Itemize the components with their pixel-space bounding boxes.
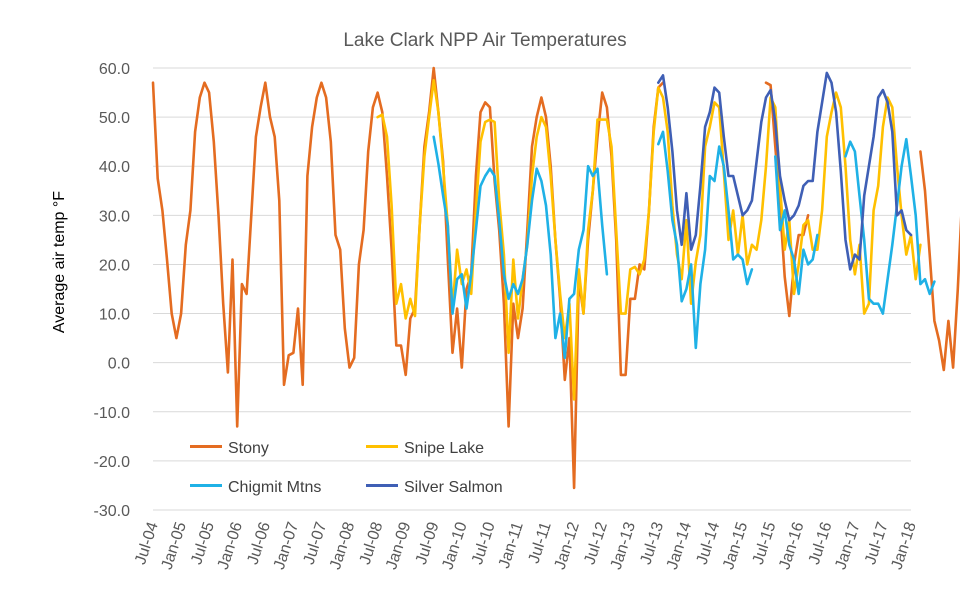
x-tick-label: Jul-14 xyxy=(694,520,724,567)
x-tick-label: Jul-17 xyxy=(862,520,892,567)
x-tick-label: Jan-13 xyxy=(608,520,639,572)
x-tick-label: Jan-08 xyxy=(327,520,358,572)
series-line-chigmit-mtns xyxy=(432,130,936,360)
legend-label-stony: Stony xyxy=(228,440,269,457)
legend-item-silver-salmon: Silver Salmon xyxy=(366,479,503,497)
legend-label-snipe-lake: Snipe Lake xyxy=(404,440,485,457)
x-tick-label: Jul-08 xyxy=(357,520,387,567)
x-tick-label: Jul-06 xyxy=(244,520,274,567)
x-tick-label: Jan-14 xyxy=(664,520,695,572)
y-tick-label: 40.0 xyxy=(99,159,130,176)
x-tick-label: Jan-15 xyxy=(720,520,751,572)
x-tick-label: Jul-10 xyxy=(469,520,499,567)
y-tick-label: 10.0 xyxy=(99,307,130,324)
legend-label-chigmit-mtns: Chigmit Mtns xyxy=(228,479,322,496)
x-tick-label: Jul-04 xyxy=(132,520,162,567)
series-line-stony xyxy=(151,66,960,490)
x-tick-label: Jul-11 xyxy=(526,520,555,566)
x-tick-label: Jul-13 xyxy=(638,520,668,567)
x-tick-label: Jul-16 xyxy=(806,520,836,567)
x-tick-label: Jul-09 xyxy=(413,520,443,567)
x-tick-label: Jan-12 xyxy=(552,520,583,572)
x-tick-label: Jul-12 xyxy=(581,520,611,567)
series-lines xyxy=(151,66,960,490)
series-line-silver-salmon xyxy=(657,71,913,271)
legend-swatch-stony xyxy=(190,445,222,449)
x-tick-label: Jan-06 xyxy=(215,520,246,572)
y-tick-label: -10.0 xyxy=(94,405,131,422)
legend-item-stony: Stony xyxy=(190,440,269,458)
legend-item-chigmit-mtns: Chigmit Mtns xyxy=(190,479,321,497)
x-tick-label: Jul-05 xyxy=(188,520,218,567)
y-tick-label: 30.0 xyxy=(99,208,130,225)
y-tick-label: -30.0 xyxy=(94,503,131,520)
x-tick-label: Jan-07 xyxy=(271,520,302,572)
x-tick-labels: Jul-04Jan-05Jul-05Jan-06Jul-06Jan-07Jul-… xyxy=(132,520,920,572)
y-tick-label: 0.0 xyxy=(108,356,130,373)
x-tick-label: Jul-07 xyxy=(301,520,331,567)
x-tick-label: Jan-17 xyxy=(832,520,863,572)
chart-title: Lake Clark NPP Air Temperatures xyxy=(343,30,627,51)
x-tick-label: Jan-16 xyxy=(776,520,807,572)
x-tick-label: Jan-10 xyxy=(439,520,470,572)
legend-label-silver-salmon: Silver Salmon xyxy=(404,479,503,496)
x-tick-label: Jan-18 xyxy=(889,520,920,572)
y-tick-labels: 60.0 50.0 40.0 30.0 20.0 10.0 0.0 -10.0 -20.0 -30… xyxy=(94,61,131,520)
legend-swatch-silver-salmon xyxy=(366,484,398,488)
legend-item-snipe-lake: Snipe Lake xyxy=(366,440,484,458)
legend-swatch-snipe-lake xyxy=(366,445,398,449)
series-line-snipe-lake xyxy=(376,79,922,401)
x-tick-label: Jan-11 xyxy=(496,520,527,571)
legend-swatch-chigmit-mtns xyxy=(190,484,222,488)
y-tick-label: 20.0 xyxy=(99,257,130,274)
y-tick-label: 50.0 xyxy=(99,110,130,127)
y-tick-label: -20.0 xyxy=(94,454,131,471)
x-tick-label: Jul-15 xyxy=(750,520,780,567)
y-tick-label: 60.0 xyxy=(99,61,130,78)
x-tick-label: Jan-05 xyxy=(159,520,190,572)
x-tick-label: Jan-09 xyxy=(383,520,414,572)
